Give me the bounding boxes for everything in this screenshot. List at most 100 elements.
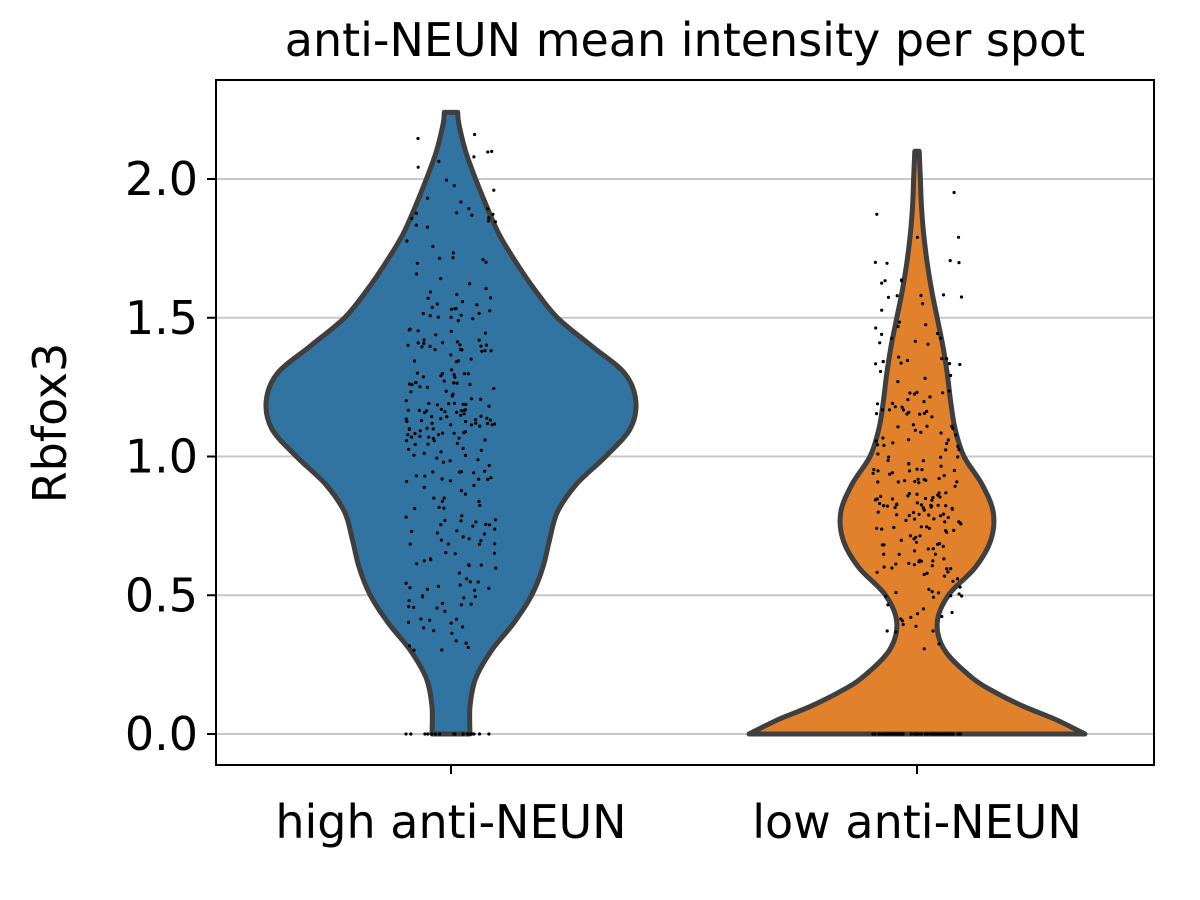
spot-point <box>487 732 491 736</box>
spot-point <box>880 408 885 412</box>
spot-point <box>459 200 463 204</box>
spot-point <box>949 594 953 598</box>
spot-point <box>907 469 912 473</box>
spot-point <box>446 542 450 546</box>
spot-point <box>882 443 886 447</box>
spot-point <box>425 385 429 389</box>
spot-point <box>955 480 959 484</box>
spot-point <box>469 397 474 401</box>
spot-point <box>912 517 917 521</box>
spot-point <box>901 732 905 736</box>
spot-point <box>426 296 430 300</box>
spot-point <box>452 381 456 385</box>
spot-point <box>942 557 946 561</box>
spot-point <box>875 526 879 530</box>
spot-point <box>913 549 917 553</box>
spot-point <box>439 374 443 378</box>
spot-point <box>438 732 442 736</box>
spot-point <box>885 629 889 633</box>
spot-point <box>929 732 933 736</box>
y-axis-label: Rbfox3 <box>23 343 77 504</box>
spot-point <box>914 732 918 736</box>
spot-point <box>441 341 445 345</box>
spot-point <box>938 495 942 499</box>
spot-point <box>417 408 421 412</box>
spot-point <box>416 136 420 141</box>
spot-point <box>413 431 417 436</box>
spot-point <box>956 444 960 448</box>
spot-point <box>939 431 943 435</box>
spot-point <box>878 369 883 374</box>
spot-point <box>459 413 463 417</box>
spot-point <box>432 439 436 443</box>
spot-point <box>418 429 422 433</box>
spot-point <box>944 448 948 452</box>
spot-point <box>449 423 453 427</box>
spot-point <box>871 471 875 475</box>
spot-point <box>453 732 457 736</box>
spot-point <box>883 279 887 283</box>
spot-point <box>946 515 950 520</box>
violin-2 <box>746 148 1088 737</box>
spot-point <box>880 281 884 285</box>
spot-point <box>930 564 934 568</box>
spot-point <box>422 341 426 345</box>
spot-point <box>440 499 444 503</box>
spot-point <box>469 602 473 606</box>
spot-point <box>452 431 456 435</box>
spot-point <box>890 401 895 405</box>
spot-point <box>940 614 944 619</box>
spot-point <box>489 476 493 480</box>
spot-point <box>931 595 936 599</box>
spot-point <box>477 542 482 546</box>
spot-point <box>483 438 487 442</box>
spot-point <box>890 566 894 570</box>
spot-point <box>474 520 478 524</box>
spot-point <box>487 586 491 590</box>
spot-point <box>875 570 879 574</box>
spot-point <box>948 732 952 736</box>
spot-point <box>941 544 945 549</box>
spot-point <box>455 211 459 215</box>
spot-point <box>917 732 921 736</box>
spot-point <box>907 514 911 518</box>
spot-point <box>930 590 934 594</box>
spot-point <box>906 494 910 498</box>
spot-point <box>409 435 414 439</box>
spot-point <box>878 341 882 345</box>
spot-point <box>925 732 929 736</box>
spot-point <box>894 590 898 595</box>
spot-point <box>891 732 895 736</box>
spot-point <box>490 423 494 427</box>
spot-point <box>922 647 926 651</box>
spot-point <box>418 434 422 438</box>
spot-point <box>428 344 432 348</box>
spot-point <box>941 293 946 297</box>
spot-point <box>939 455 943 459</box>
spot-point <box>461 732 465 736</box>
spot-point <box>404 515 408 519</box>
spot-point <box>909 615 913 620</box>
spot-point <box>406 433 410 437</box>
spot-point <box>413 442 417 447</box>
spot-point <box>419 617 423 621</box>
spot-point <box>470 213 474 217</box>
spot-point <box>440 372 445 376</box>
spot-point <box>459 489 463 493</box>
spot-point <box>895 513 899 517</box>
spot-point <box>477 499 481 503</box>
spot-point <box>442 506 446 510</box>
spot-point <box>912 563 917 567</box>
spot-point <box>485 416 489 420</box>
spot-point <box>941 391 945 395</box>
spot-point <box>414 380 418 385</box>
spot-point <box>876 510 880 514</box>
spot-point <box>925 424 929 428</box>
spot-point <box>414 211 418 215</box>
spot-point <box>439 538 443 542</box>
spot-point <box>418 385 422 389</box>
spot-point <box>469 423 474 427</box>
spot-point <box>421 375 425 379</box>
spot-point <box>482 532 486 536</box>
